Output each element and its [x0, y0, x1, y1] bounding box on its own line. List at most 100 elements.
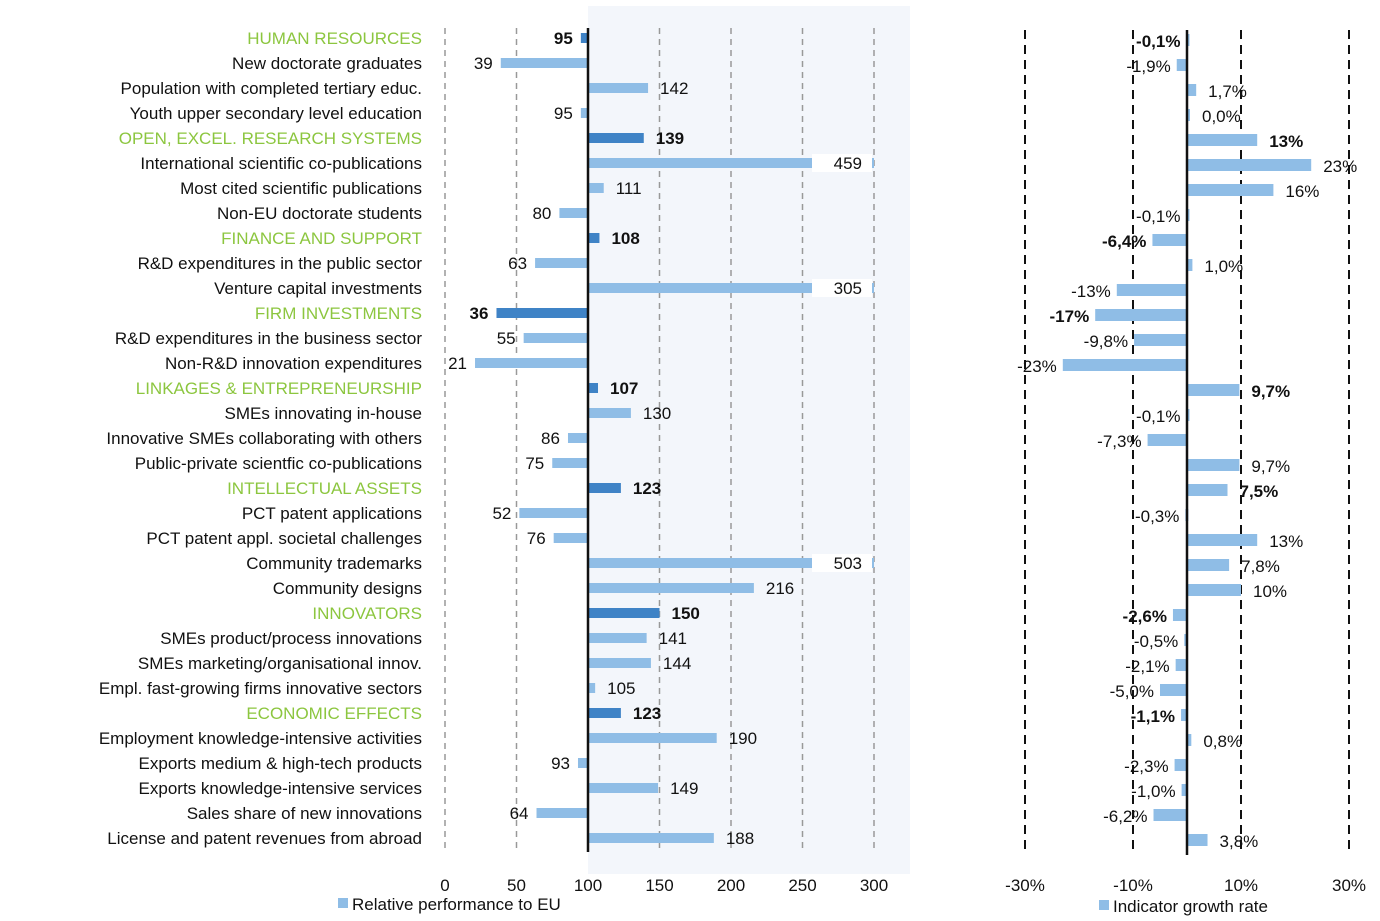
indicator-label-community-trademarks: Community trademarks	[246, 554, 422, 573]
growth-value-label: 13%	[1269, 132, 1303, 151]
growth-bar	[1062, 359, 1187, 371]
performance-bar	[588, 408, 631, 418]
performance-value-label: 459	[834, 154, 862, 173]
performance-bar	[588, 158, 874, 168]
performance-value-label: 52	[492, 504, 511, 523]
performance-value-label: 139	[656, 129, 684, 148]
performance-bar	[577, 758, 588, 768]
performance-bar	[567, 433, 588, 443]
performance-bar	[588, 833, 714, 843]
growth-value-label: -0,3%	[1135, 507, 1179, 526]
performance-bar	[475, 358, 588, 368]
performance-value-label: 64	[510, 804, 529, 823]
performance-bar	[580, 108, 588, 118]
indicator-label-exports-medium-and-high-tech-products: Exports medium & high-tech products	[139, 754, 422, 773]
performance-bar	[588, 283, 874, 293]
growth-bar	[1095, 309, 1187, 321]
indicator-label-youth-upper-secondary-level-education: Youth upper secondary level education	[130, 104, 422, 123]
growth-bar	[1187, 259, 1193, 271]
group-label-open-excel-research-systems: OPEN, EXCEL. RESEARCH SYSTEMS	[119, 129, 422, 148]
indicator-label-public-private-scientfic-co-publications: Public-private scientfic co-publications	[135, 454, 422, 473]
growth-value-label: -2,3%	[1124, 757, 1168, 776]
performance-tick-label: 300	[860, 876, 888, 895]
growth-value-label: 1,0%	[1204, 257, 1243, 276]
indicator-label-population-with-completed-tertiary-educ: Population with completed tertiary educ.	[121, 79, 422, 98]
indicator-label-empl-fast-growing-firms-innovative-sectors: Empl. fast-growing firms innovative sect…	[99, 679, 422, 698]
group-label-firm-investments: FIRM INVESTMENTS	[255, 304, 422, 323]
performance-legend-label: Relative performance to EU	[352, 895, 561, 914]
performance-value-label: 108	[611, 229, 639, 248]
performance-value-label: 80	[532, 204, 551, 223]
performance-tick-label: 0	[440, 876, 449, 895]
growth-bar	[1187, 109, 1190, 121]
performance-bar	[588, 708, 621, 718]
performance-value-label: 93	[551, 754, 570, 773]
performance-tick-label: 150	[645, 876, 673, 895]
growth-bar	[1152, 234, 1187, 246]
indicator-label-smes-innovating-in-house: SMEs innovating in-house	[224, 404, 422, 423]
growth-bar	[1187, 459, 1240, 471]
indicator-label-innovative-smes-collaborating-with-others: Innovative SMEs collaborating with other…	[106, 429, 422, 448]
growth-value-label: 9,7%	[1251, 382, 1290, 401]
growth-tick-label: -30%	[1005, 876, 1045, 895]
growth-value-label: -23%	[1017, 357, 1057, 376]
performance-value-label: 150	[672, 604, 700, 623]
performance-bar	[588, 783, 659, 793]
growth-value-label: -1,1%	[1131, 707, 1175, 726]
growth-value-label: 9,7%	[1251, 457, 1290, 476]
axes: 0 50 100 150 200 250 300 -30% -10% 10% 30%	[440, 28, 1366, 895]
growth-bar	[1187, 159, 1312, 171]
performance-bar	[588, 658, 651, 668]
indicator-label-randd-expenditures-in-the-public-sector: R&D expenditures in the public sector	[138, 254, 423, 273]
performance-bar	[553, 533, 588, 543]
performance-bar	[523, 333, 588, 343]
growth-value-label: -1,0%	[1131, 782, 1175, 801]
performance-bar	[588, 383, 599, 393]
growth-value-label: -2,6%	[1123, 607, 1167, 626]
growth-value-label: 0,8%	[1203, 732, 1242, 751]
performance-bar	[496, 308, 588, 318]
growth-bar	[1181, 784, 1187, 796]
performance-value-label: 107	[610, 379, 638, 398]
performance-bar	[588, 683, 596, 693]
growth-bar	[1187, 584, 1241, 596]
growth-bar	[1187, 834, 1208, 846]
performance-bar	[588, 733, 717, 743]
performance-tick-label: 200	[717, 876, 745, 895]
growth-bar	[1187, 484, 1228, 496]
growth-bar	[1187, 134, 1258, 146]
growth-value-label: -5,0%	[1110, 682, 1154, 701]
growth-bar	[1116, 284, 1187, 296]
group-label-finance-and-support: FINANCE AND SUPPORT	[221, 229, 422, 248]
plot-area-shade	[588, 6, 910, 874]
performance-bar	[588, 583, 754, 593]
performance-value-label: 36	[470, 304, 489, 323]
growth-bar	[1134, 334, 1187, 346]
group-label-intellectual-assets: INTELLECTUAL ASSETS	[227, 479, 422, 498]
growth-value-label: -0,5%	[1134, 632, 1178, 651]
indicator-label-randd-expenditures-in-the-business-sector: R&D expenditures in the business sector	[115, 329, 422, 348]
performance-bar	[588, 183, 604, 193]
performance-bar	[580, 33, 588, 43]
group-label-economic-effects: ECONOMIC EFFECTS	[246, 704, 422, 723]
performance-bar	[536, 808, 588, 818]
growth-legend-label: Indicator growth rate	[1113, 897, 1268, 916]
growth-bar	[1187, 184, 1274, 196]
growth-value-label: 13%	[1269, 532, 1303, 551]
growth-value-labels: -0,1% -1,9% 1,7% 0,0% 13% 23%16% -0,1% -6,4% 1,0…	[1017, 32, 1357, 851]
growth-value-label: -2,1%	[1125, 657, 1169, 676]
performance-bar	[588, 83, 649, 93]
indicator-label-most-cited-scientific-publications: Most cited scientific publications	[180, 179, 422, 198]
indicator-label-pct-patent-applications: PCT patent applications	[242, 504, 422, 523]
performance-bar	[588, 558, 874, 568]
performance-value-label: 86	[541, 429, 560, 448]
indicator-label-pct-patent-appl-societal-challenges: PCT patent appl. societal challenges	[146, 529, 422, 548]
indicator-label-venture-capital-investments: Venture capital investments	[214, 279, 422, 298]
performance-value-label: 63	[508, 254, 527, 273]
performance-value-label: 188	[726, 829, 754, 848]
group-label-innovators: INNOVATORS	[312, 604, 422, 623]
performance-value-label: 39	[474, 54, 493, 73]
growth-value-label: -6,2%	[1103, 807, 1147, 826]
performance-value-label: 130	[643, 404, 671, 423]
performance-value-label: 142	[660, 79, 688, 98]
